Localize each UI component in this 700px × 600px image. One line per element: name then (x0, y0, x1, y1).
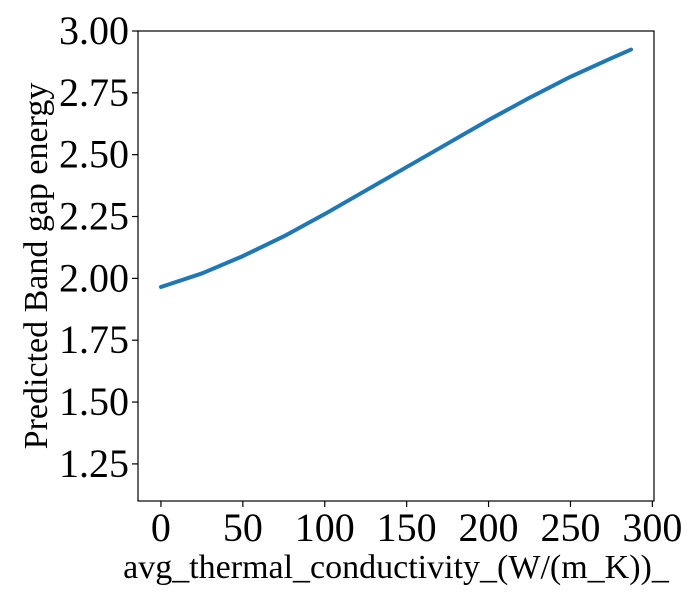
x-tick-label: 100 (295, 505, 355, 550)
series-layer (158, 47, 634, 290)
series-line (158, 47, 634, 290)
x-tick-label: 0 (151, 505, 171, 550)
x-tick-label: 50 (223, 505, 263, 550)
x-tick-label: 250 (540, 505, 600, 550)
x-axis-title: avg_thermal_conductivity_(W/(m_K))_ (123, 549, 670, 586)
y-tick-label: 1.75 (59, 317, 129, 362)
x-axis: 0 50 100 150 200 250 300 (151, 501, 682, 550)
y-tick-label: 1.50 (59, 379, 129, 424)
y-tick-label: 2.75 (59, 70, 129, 115)
y-axis: 1.25 1.50 1.75 2.00 2.25 2.50 2.75 3.00 (59, 8, 138, 486)
y-tick-label: 3.00 (59, 8, 129, 53)
y-tick-label: 2.00 (59, 255, 129, 300)
plot-frame (137, 30, 655, 502)
y-tick-label: 2.25 (59, 194, 129, 239)
x-tick-label: 150 (377, 505, 437, 550)
x-tick-label: 300 (622, 505, 682, 550)
x-tick-label: 200 (459, 505, 519, 550)
y-tick-label: 1.25 (59, 441, 129, 486)
y-axis-title: Predicted Band gap energy (18, 83, 55, 450)
y-tick-label: 2.50 (59, 132, 129, 177)
